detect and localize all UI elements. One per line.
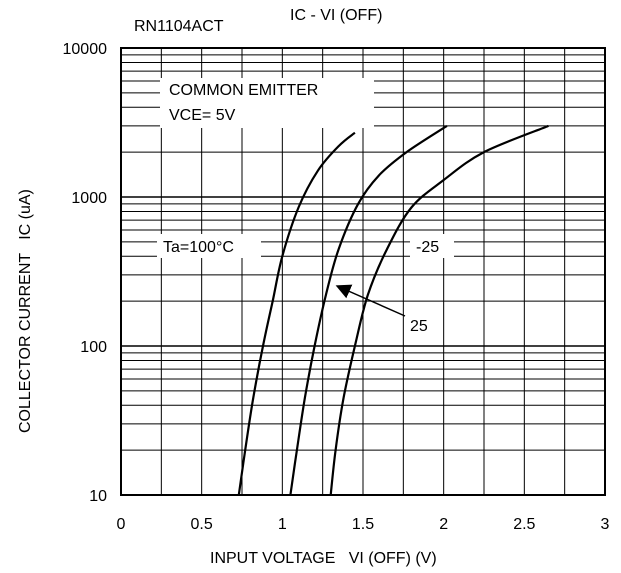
label-minus25-group: -25	[410, 234, 454, 258]
x-tick-label: 1	[278, 516, 287, 533]
y-tick-label: 100	[80, 339, 107, 356]
y-tick-label: 10	[89, 488, 107, 505]
series-lines	[237, 124, 549, 496]
y-tick-label: 1000	[71, 190, 107, 207]
plot-frame	[120, 47, 606, 496]
series-line	[329, 124, 549, 496]
x-axis-label: INPUT VOLTAGE VI (OFF) (V)	[210, 550, 437, 567]
label-minus25: -25	[416, 239, 439, 256]
y-axis-label: COLLECTOR CURRENT IC (uA)	[17, 189, 34, 433]
x-tick-label: 0	[117, 516, 126, 533]
x-tick-label: 2	[439, 516, 448, 533]
condition-vce: VCE= 5V	[169, 107, 236, 124]
label-ta-100: Ta=100°C	[163, 239, 234, 256]
y-tick-label: 10000	[63, 41, 108, 58]
series-line	[289, 124, 448, 496]
label-ta-100-group: Ta=100°C	[157, 234, 261, 258]
x-tick-label: 3	[601, 516, 610, 533]
label-25: 25	[410, 318, 428, 335]
x-tick-label: 2.5	[513, 516, 535, 533]
label-25-group: 25	[404, 314, 438, 338]
condition-box: COMMON EMITTER VCE= 5V	[160, 78, 374, 128]
label-25-arrow	[335, 284, 406, 317]
x-tick-label: 0.5	[191, 516, 213, 533]
tick-labels: 0 0.5 1 1.5 2 2.5 3 10 100 1000 10000	[63, 41, 610, 533]
part-number: RN1104ACT	[134, 18, 224, 35]
x-tick-label: 1.5	[352, 516, 374, 533]
chart-title: IC - VI (OFF)	[290, 7, 382, 24]
series-line	[237, 131, 356, 496]
condition-common-emitter: COMMON EMITTER	[169, 82, 318, 99]
